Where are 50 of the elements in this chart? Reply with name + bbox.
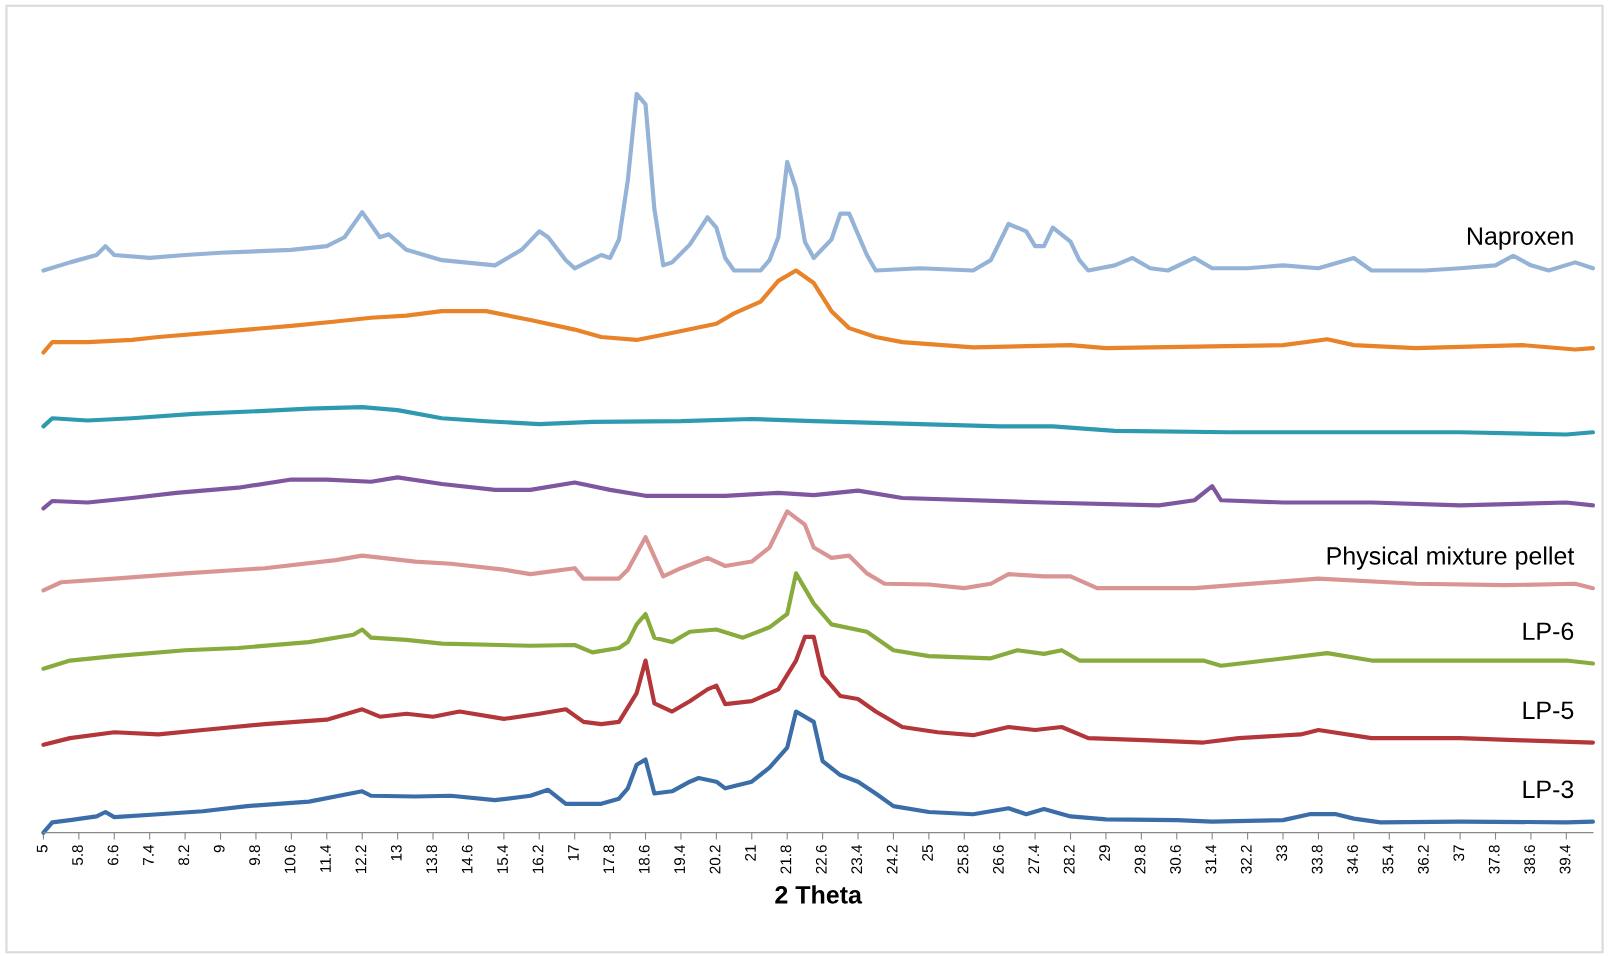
x-tick-label: 15.4 xyxy=(497,844,508,874)
x-tick-label: 29.8 xyxy=(1134,845,1146,874)
x-tick-label: 13 xyxy=(390,845,402,861)
x-tick-label: 5.8 xyxy=(72,845,83,866)
x-tick-label: 8.2 xyxy=(178,845,190,866)
x-tick-label: 24.2 xyxy=(886,845,898,874)
x-tick-label: 38.6 xyxy=(1524,845,1536,874)
x-tick-label: 37 xyxy=(1453,845,1465,861)
x-tick-label: 39.4 xyxy=(1559,844,1571,874)
x-tick-label: 22.6 xyxy=(815,845,827,874)
x-tick-label: 6.6 xyxy=(107,845,119,865)
x-tick-label: 11.4 xyxy=(320,844,331,872)
x-tick-label: 37.8 xyxy=(1488,845,1500,874)
x-tick-label: 7.4 xyxy=(143,844,154,865)
x-tick-label: 18.6 xyxy=(638,845,650,874)
x-tick-label: 17.8 xyxy=(603,845,615,874)
series-label: Naproxen xyxy=(1467,227,1573,250)
x-tick-label: 36.2 xyxy=(1417,845,1429,874)
x-tick-label: 19.4 xyxy=(674,844,686,874)
series-label: LP-6 xyxy=(1523,622,1574,641)
x-tick-label: 25 xyxy=(922,845,933,861)
x-tick-label: 26.6 xyxy=(992,845,1004,874)
x-tick-label: 21 xyxy=(745,845,756,861)
x-tick-label: 10.6 xyxy=(284,845,296,874)
x-axis-title: 2 Theta xyxy=(775,885,863,904)
x-tick-label: 27.4 xyxy=(1028,844,1040,874)
x-tick-label: 12.2 xyxy=(355,845,367,874)
series-label: Physical mixture pellet xyxy=(1327,546,1575,570)
x-tick-label: 30.6 xyxy=(1170,845,1181,874)
x-tick-label: 29 xyxy=(1099,845,1111,861)
x-tick-label: 23.4 xyxy=(851,844,863,874)
x-tick-label: 9 xyxy=(213,845,225,853)
x-tick-label: 28.2 xyxy=(1063,845,1075,874)
x-tick-label: 17 xyxy=(568,845,579,861)
x-tick-label: 31.4 xyxy=(1205,844,1217,874)
series-label: LP-5 xyxy=(1523,701,1574,720)
x-tick-label: 33.8 xyxy=(1311,845,1323,874)
x-tick-label: 13.8 xyxy=(426,845,438,874)
x-tick-label: 5 xyxy=(36,845,48,853)
x-tick-label: 35.4 xyxy=(1382,844,1394,874)
x-tick-label: 25.8 xyxy=(957,845,969,874)
series-label: LP-3 xyxy=(1523,780,1574,799)
x-tick-label: 20.2 xyxy=(709,845,721,874)
x-tick-label: 16.2 xyxy=(532,845,544,874)
x-tick-label: 32.2 xyxy=(1240,845,1252,874)
x-tick-label: 34.6 xyxy=(1347,845,1358,874)
x-tick-label: 33 xyxy=(1276,845,1288,861)
x-tick-label: 9.8 xyxy=(249,845,261,865)
x-tick-label: 21.8 xyxy=(780,845,792,874)
x-tick-label: 14.6 xyxy=(461,845,473,874)
